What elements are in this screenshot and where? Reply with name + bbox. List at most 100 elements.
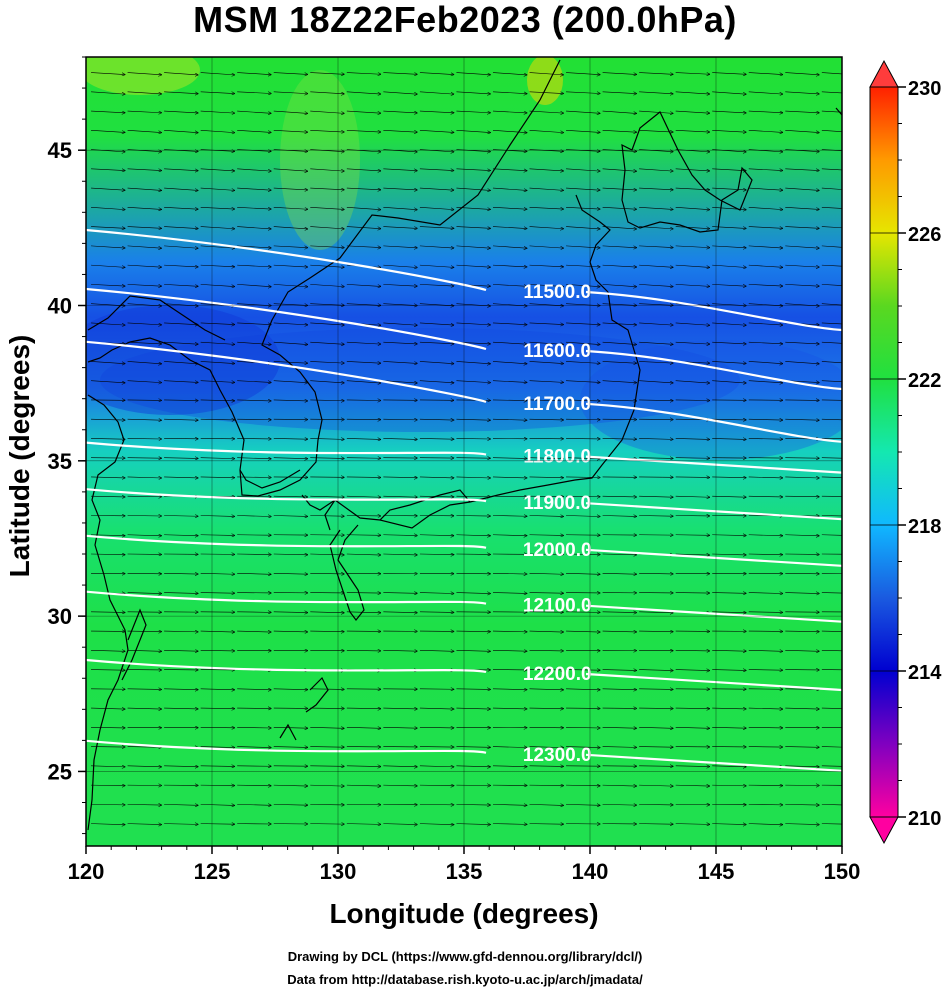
wind-vector [566,477,600,478]
wind-vector [91,650,125,651]
wind-vector [164,72,198,75]
wind-vector [200,400,235,401]
wind-vector [566,631,600,632]
wind-vector [164,130,198,132]
wind-vector [529,689,564,690]
wind-vector [346,207,381,209]
wind-vector [200,130,235,132]
wind-vector [456,496,490,497]
wind-vector [383,110,417,113]
wind-vector [492,72,527,75]
wind-vector [273,496,308,497]
wind-vector [529,91,564,94]
wind-vector [91,727,125,728]
contour-label: 12300.0 [523,745,592,766]
wind-vector [456,573,490,574]
wind-vector [821,341,842,344]
wind-vector [383,245,417,248]
wind-vector [456,187,490,190]
wind-vector [164,91,198,94]
wind-vector [675,458,710,459]
wind-vector [127,322,162,325]
wind-vector [237,804,271,805]
wind-vector [566,573,600,574]
wind-vector [91,245,125,248]
wind-vector [566,458,600,459]
wind-vector [492,631,527,632]
wind-vector [419,593,454,594]
wind-vector [566,612,600,613]
wind-vector [200,573,235,574]
wind-vector [346,650,381,651]
wind-vector [273,168,308,171]
colorbar-min-extension [869,816,899,845]
wind-vector [164,515,198,516]
wind-vector [91,226,125,229]
wind-vector [748,187,783,190]
wind-vector [383,284,417,286]
wind-vector [310,226,344,229]
wind-vector [675,785,710,786]
wind-vector [675,727,710,728]
wind-vector [675,766,710,767]
wind-vector [748,708,783,709]
wind-vector [127,766,162,767]
wind-vector [237,631,271,632]
wind-vector [675,322,710,325]
wind-vector [712,593,746,594]
wind-vector [821,515,842,517]
wind-vector [91,419,125,420]
wind-vector [419,284,454,286]
wind-vector [383,130,417,132]
wind-vector [456,593,490,594]
wind-vector [419,264,454,267]
wind-vector [566,689,600,690]
wind-vector [419,168,454,171]
wind-vector [529,187,564,190]
wind-vector [492,593,527,594]
wind-vector [383,72,417,75]
wind-vector [310,438,344,439]
wind-vector [91,322,125,325]
wind-vector [310,361,344,363]
wind-vector [529,747,564,748]
colorbar-tick-label: 226 [908,224,941,246]
wind-vector [821,476,842,478]
wind-vector [456,515,490,516]
wind-vector [748,110,783,113]
colorbar-tick-label: 214 [908,662,942,684]
wind-vector [200,380,235,383]
wind-vector [273,245,308,248]
wind-vector [821,226,842,229]
wind-vector [456,766,490,767]
contour-line [86,340,842,443]
wind-vector [785,689,819,690]
wind-vector [200,110,235,113]
wind-vector [346,187,381,190]
wind-vector [602,689,637,690]
wind-vector [127,187,162,190]
wind-vector [310,72,344,75]
wind-vector [785,631,819,632]
wind-vector [821,650,842,652]
wind-vector [821,534,842,536]
wind-vector [127,477,162,478]
colorbar-body [869,86,899,818]
wind-vector [821,746,842,748]
wind-vector [419,612,454,613]
wind-vector [821,765,842,767]
wind-vector [821,380,842,383]
wind-vector [602,400,637,401]
wind-vector [566,207,600,209]
wind-vector [529,322,564,325]
wind-vector [785,496,819,497]
wind-vector [310,554,344,555]
wind-vector [237,747,271,748]
wind-vector [346,72,381,75]
wind-vector [748,361,783,363]
wind-vector [566,341,600,344]
wind-vector [675,554,710,555]
wind-vector [273,284,308,286]
wind-vector [675,130,710,132]
wind-vector [712,284,746,286]
